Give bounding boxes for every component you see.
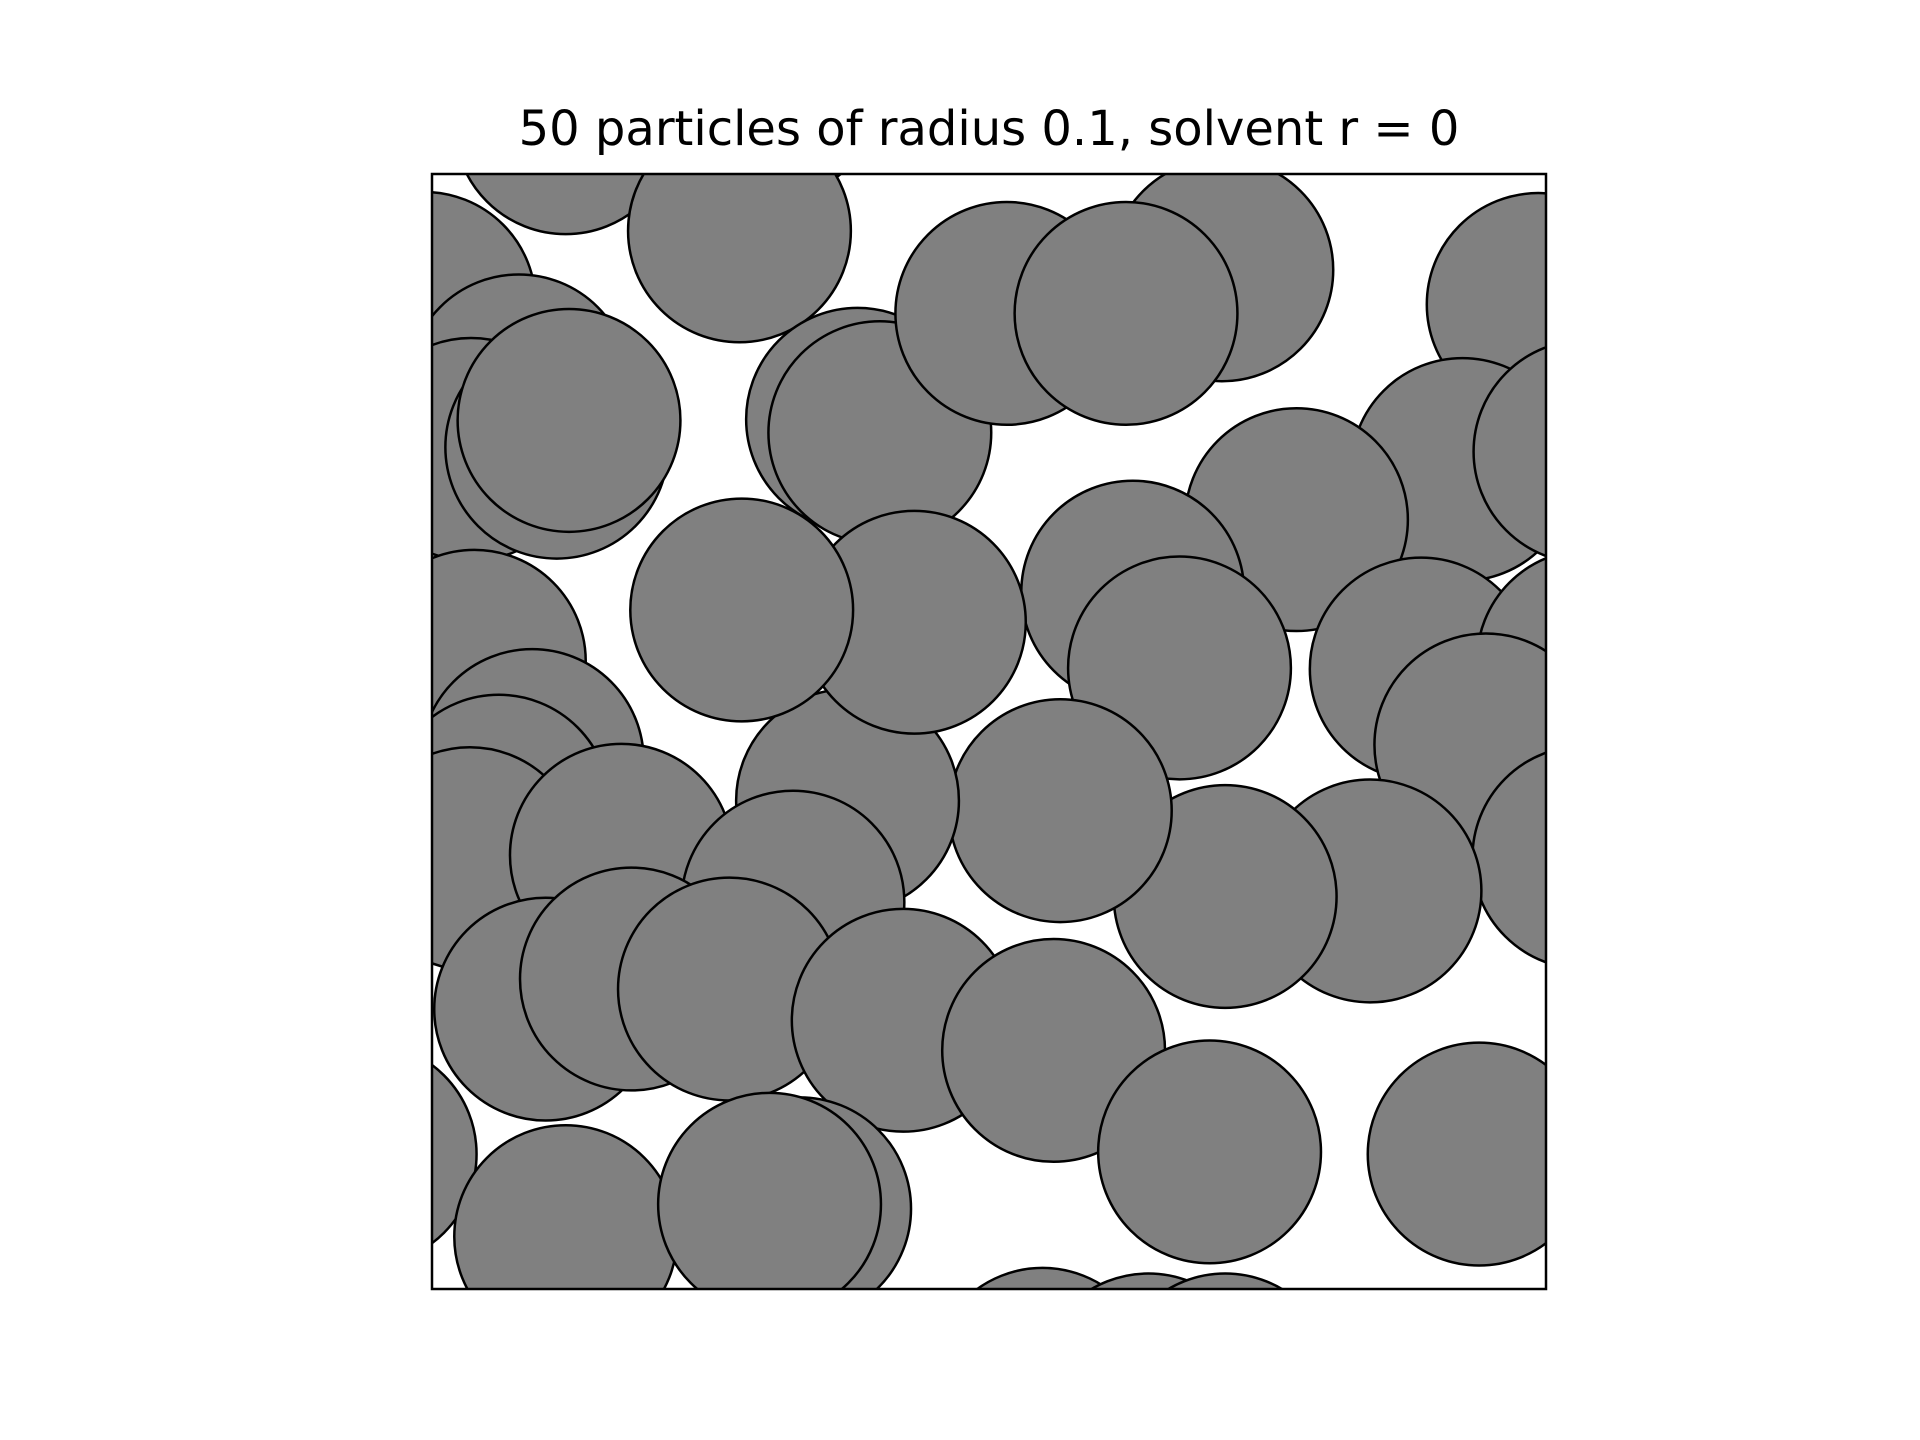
particle	[947, 698, 1173, 924]
particle	[1096, 1039, 1323, 1265]
chart-title: 50 particles of radius 0.1, solvent r = …	[519, 101, 1460, 157]
particle	[1366, 1041, 1546, 1267]
axes-frame	[430, 172, 1548, 1291]
particle	[456, 307, 682, 534]
particle	[1013, 200, 1239, 427]
particle	[1166, 1272, 1285, 1289]
particle	[626, 174, 853, 344]
particle	[975, 1266, 1110, 1289]
particle	[465, 174, 666, 236]
plot-area	[432, 174, 1546, 1289]
particle	[1472, 345, 1546, 558]
particle	[656, 1091, 883, 1289]
particle	[629, 497, 855, 723]
